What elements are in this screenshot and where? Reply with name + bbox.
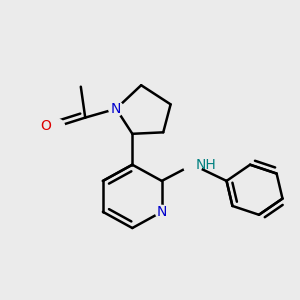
Circle shape bbox=[155, 206, 168, 218]
Circle shape bbox=[183, 155, 202, 174]
Circle shape bbox=[109, 101, 124, 116]
Text: O: O bbox=[40, 119, 51, 134]
Text: NH: NH bbox=[196, 158, 216, 172]
Text: N: N bbox=[157, 205, 167, 219]
Text: N: N bbox=[111, 102, 121, 116]
Circle shape bbox=[50, 119, 64, 134]
